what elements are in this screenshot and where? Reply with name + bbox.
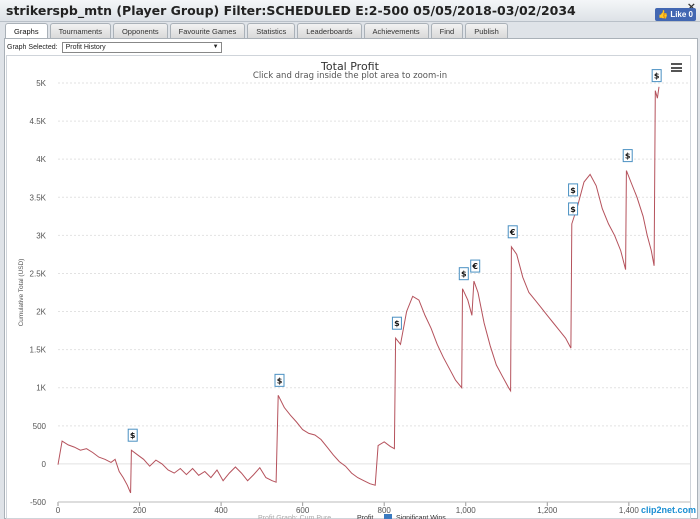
tab-tournaments[interactable]: Tournaments (49, 23, 111, 38)
significant-win-marker (458, 267, 469, 281)
graph-select-value: Profit History (65, 44, 106, 51)
marker-label: $ (277, 376, 283, 385)
facebook-like-button[interactable]: 👍 Like 0 (655, 8, 696, 21)
y-axis-label: Cumulative Total (USD) (18, 259, 25, 327)
y-tick-label: 2.5K (30, 269, 47, 278)
significant-win-marker (568, 202, 579, 216)
chart-title: Total Profit (321, 60, 379, 73)
y-tick-label: 0 (42, 460, 47, 469)
y-tick-label: 4.5K (30, 117, 47, 126)
chart-container[interactable] (6, 55, 691, 519)
x-tick-label: 800 (378, 506, 392, 515)
thumbs-up-icon: 👍 (658, 10, 669, 19)
marker-label: $ (461, 270, 467, 279)
legend-swatch (384, 514, 392, 519)
tab-find[interactable]: Find (430, 23, 464, 38)
x-tick-label: 1,200 (537, 506, 558, 515)
tab-bar: Graphs Tournaments Opponents Favourite G… (5, 23, 508, 38)
y-tick-label: 1K (36, 384, 46, 393)
graph-select-label: Graph Selected: (7, 44, 58, 51)
y-tick-label: 500 (33, 422, 47, 431)
significant-win-marker (651, 69, 662, 83)
significant-win-marker (274, 373, 285, 387)
marker-label: $ (625, 152, 631, 161)
x-tick-label: 1,400 (619, 506, 640, 515)
x-tick-label: 600 (296, 506, 310, 515)
tab-graphs[interactable]: Graphs (5, 23, 48, 38)
significant-win-marker (622, 149, 633, 163)
close-icon[interactable]: × (686, 0, 696, 13)
y-tick-label: -500 (30, 498, 47, 507)
tab-opponents[interactable]: Opponents (112, 23, 168, 38)
window-title: strikerspb_mtn (Player Group) Filter:SCH… (6, 3, 576, 18)
marker-label: $ (130, 431, 136, 440)
marker-label: € (471, 262, 478, 271)
tab-achievements[interactable]: Achievements (363, 23, 429, 38)
chart-menu-icon[interactable] (671, 63, 682, 72)
x-tick-label: 200 (133, 506, 147, 515)
legend-item-graph-type: Profit Graph: Cum Pure (258, 515, 331, 519)
x-tick-label: 1,000 (456, 506, 477, 515)
title-bar: strikerspb_mtn (Player Group) Filter:SCH… (0, 0, 700, 22)
marker-label: $ (654, 72, 660, 81)
chart-subtitle: Click and drag inside the plot area to z… (252, 71, 448, 81)
graph-select-dropdown[interactable]: Profit History ▼ (61, 42, 222, 53)
tab-favourite-games[interactable]: Favourite Games (169, 23, 246, 38)
tab-statistics[interactable]: Statistics (247, 23, 296, 38)
significant-win-marker (127, 428, 138, 442)
marker-label: € (509, 228, 516, 237)
like-label: Like 0 (670, 10, 693, 19)
y-tick-label: 3.5K (30, 193, 47, 202)
tab-leaderboards[interactable]: Leaderboards (297, 23, 362, 38)
clip2net-logo: clip2net.com (641, 505, 697, 515)
y-tick-label: 3K (36, 231, 46, 240)
marker-label: $ (570, 186, 576, 195)
graph-select-row: Graph Selected: Profit History ▼ (7, 42, 222, 53)
x-tick-label: 400 (214, 506, 228, 515)
y-tick-label: 5K (36, 79, 46, 88)
significant-win-marker (391, 316, 402, 330)
tab-publish[interactable]: Publish (465, 23, 508, 38)
series-line-profit (57, 86, 660, 494)
x-tick-label: 0 (56, 506, 61, 515)
significant-win-marker (568, 183, 579, 197)
marker-label: $ (394, 319, 400, 328)
legend-item-profit: Profit (357, 515, 373, 519)
y-tick-label: 2K (36, 308, 46, 317)
y-tick-label: 4K (36, 155, 46, 164)
significant-win-marker (507, 225, 518, 239)
y-tick-label: 1.5K (30, 346, 47, 355)
marker-label: $ (570, 205, 576, 214)
legend-item-significant-wins: Significant Wins (396, 515, 446, 519)
significant-win-marker (470, 259, 481, 273)
chevron-down-icon: ▼ (212, 44, 219, 50)
